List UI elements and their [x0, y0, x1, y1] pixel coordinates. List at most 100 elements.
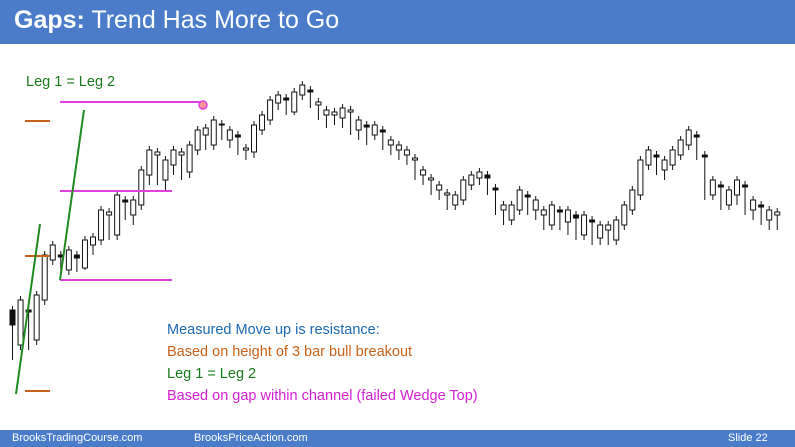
candle-body [412, 157, 418, 161]
candle-body [589, 219, 596, 223]
leg-label: Leg 1 = Leg 2 [26, 74, 116, 90]
candle-body [65, 249, 72, 271]
candle-body [532, 199, 539, 211]
candle-body [693, 134, 700, 138]
candle-body [548, 204, 555, 226]
candle-body [605, 224, 612, 231]
candle-body [259, 114, 266, 131]
candle-body [774, 211, 781, 216]
candle-body [436, 184, 443, 191]
candle-body [202, 127, 209, 136]
candle-body [717, 184, 724, 188]
candle-body [428, 177, 435, 181]
candle-body [17, 299, 24, 346]
candle-body [508, 204, 515, 221]
candle-body [709, 179, 716, 196]
title-bold: Gaps: [14, 6, 85, 34]
candle-body [90, 236, 96, 246]
candle-body [621, 204, 628, 226]
footer-center-link[interactable]: BrooksPriceAction.com [194, 432, 308, 444]
note-line: Measured Move up is resistance: [167, 322, 380, 338]
candle-body [251, 124, 257, 153]
candle-body [629, 189, 636, 211]
candle-body [492, 187, 499, 191]
candle-body [742, 184, 749, 188]
candle-body [170, 149, 177, 166]
candle-body [106, 211, 113, 216]
candle-body [73, 254, 80, 259]
candle-body [210, 119, 217, 146]
note-line: Leg 1 = Leg 2 [167, 366, 257, 382]
candle-body [355, 119, 362, 131]
candle-body [299, 84, 306, 96]
green-leg-1 [15, 223, 41, 395]
slide-title: Gaps: Trend Has More to Go [14, 6, 339, 35]
candle-body [194, 129, 201, 151]
candle-body [734, 179, 740, 196]
candle-body [283, 97, 290, 101]
candle-body [81, 239, 88, 269]
candle-body [468, 174, 475, 186]
candle-body [669, 149, 676, 166]
candle-body [307, 89, 314, 93]
candle-body [556, 209, 563, 213]
candle-body [275, 94, 282, 104]
candle-body [516, 189, 523, 211]
candle-body [403, 149, 410, 156]
candle-body [573, 214, 579, 219]
candle-body [41, 254, 48, 301]
candle-body [758, 204, 765, 208]
candle-body [218, 123, 225, 126]
candle-body [33, 294, 40, 341]
candle-body [371, 124, 378, 136]
candle-body [162, 159, 169, 181]
title-bar: Gaps: Trend Has More to Go [0, 0, 795, 44]
candle-body [379, 129, 386, 133]
candle-body [484, 174, 491, 179]
candles-group [9, 81, 781, 360]
slide-number: Slide 22 [728, 432, 768, 444]
candle-body [114, 194, 121, 236]
candle-body [267, 99, 274, 121]
candle-body [564, 209, 571, 223]
candle-body [750, 199, 757, 211]
candle-body [476, 171, 483, 179]
candle-body [347, 109, 354, 113]
candle-body [331, 111, 338, 116]
candle-body [677, 139, 684, 156]
candle-body [524, 194, 531, 198]
candle-body [420, 169, 427, 176]
candle-body [452, 194, 459, 206]
candle-body [581, 214, 588, 236]
candle-body [49, 244, 56, 261]
candle-body [645, 149, 652, 166]
candle-body [661, 159, 668, 171]
candle-body [226, 129, 233, 141]
candle-body [178, 151, 185, 156]
title-rest: Trend Has More to Go [91, 6, 340, 34]
candle-body [685, 129, 692, 146]
candle-body [9, 309, 16, 326]
green-leg-2 [59, 109, 85, 281]
candle-body [653, 154, 660, 158]
candle-body [154, 151, 161, 156]
candle-body [444, 192, 451, 196]
candle-body [291, 91, 298, 113]
candle-body [315, 101, 322, 106]
candle-body [460, 179, 467, 201]
candle-body [363, 124, 370, 128]
candle-body [138, 169, 145, 206]
candle-body [540, 209, 547, 216]
candle-body [395, 144, 402, 151]
candle-body [186, 144, 193, 173]
candle-body [613, 219, 620, 241]
price-chart [9, 81, 781, 395]
candle-body [637, 159, 644, 196]
candle-body [339, 107, 346, 119]
candle-body [98, 209, 105, 241]
footer-left-link[interactable]: BrooksTradingCourse.com [12, 432, 143, 444]
candle-body [146, 149, 153, 176]
footer-bar: BrooksTradingCourse.com BrooksPriceActio… [0, 430, 795, 447]
candle-body [725, 189, 732, 206]
candle-body [130, 199, 137, 216]
